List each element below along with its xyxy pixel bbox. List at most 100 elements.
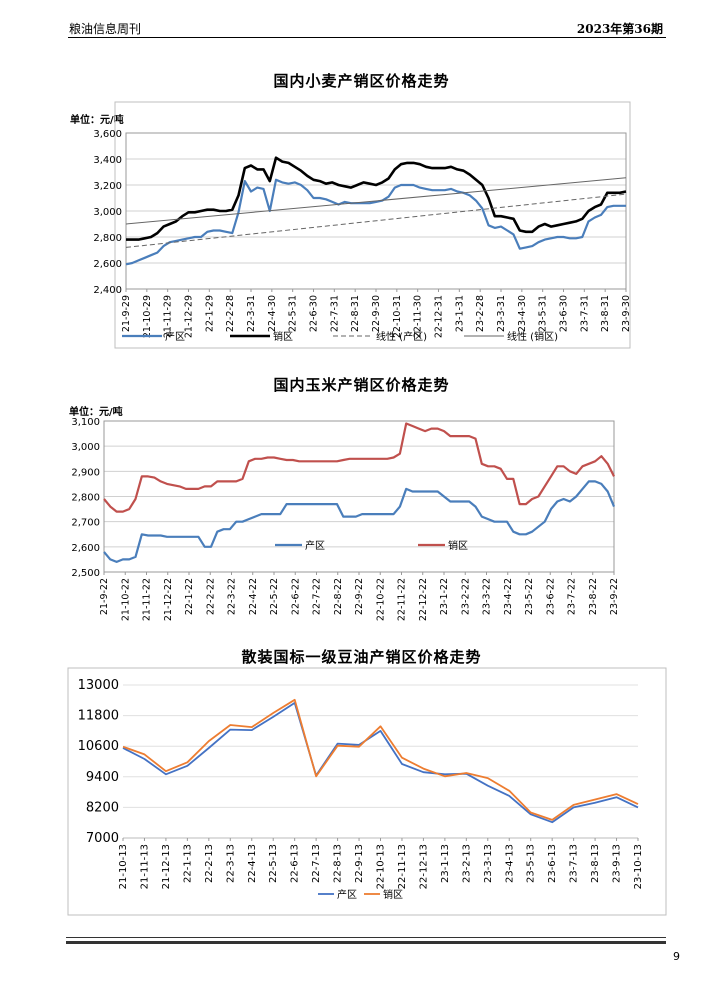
corn-x-tick-label: 21-9-22 bbox=[99, 578, 110, 615]
wheat-series-line-3 bbox=[125, 177, 627, 225]
wheat-series-line-2 bbox=[125, 193, 627, 248]
wheat-x-tick-label: 23-9-30 bbox=[621, 295, 632, 332]
soyoil-x-tick-label: 23-4-13 bbox=[504, 844, 515, 883]
corn-y-tick-label: 3,000 bbox=[71, 442, 100, 453]
soyoil-x-tick-label: 23-6-13 bbox=[547, 844, 558, 883]
corn-x-tick-label: 22-1-22 bbox=[184, 578, 195, 615]
soyoil-x-tick-label: 22-4-13 bbox=[247, 844, 258, 883]
soyoil-x-tick-label: 22-2-13 bbox=[204, 844, 215, 883]
corn-y-tick-label: 2,700 bbox=[71, 518, 100, 529]
wheat-legend-label-0: 产区 bbox=[165, 330, 185, 343]
soyoil-x-tick-label: 21-12-13 bbox=[161, 844, 172, 889]
wheat-y-tick-label: 3,600 bbox=[93, 129, 122, 140]
corn-x-tick-label: 21-11-22 bbox=[142, 578, 153, 621]
wheat-y-tick-label: 2,800 bbox=[93, 233, 122, 244]
soyoil-x-tick-label: 23-2-13 bbox=[461, 844, 472, 883]
soyoil-x-tick-label: 22-12-13 bbox=[418, 844, 429, 889]
soyoil-x-tick-label: 22-7-13 bbox=[311, 844, 322, 883]
corn-legend-label-0: 产区 bbox=[305, 539, 325, 552]
corn-chart-title: 国内玉米产销区价格走势 bbox=[273, 376, 450, 394]
corn-x-tick-label: 21-10-22 bbox=[120, 578, 131, 621]
soyoil-y-tick-label: 9400 bbox=[86, 770, 119, 785]
soyoil-legend-label-0: 产区 bbox=[337, 888, 357, 901]
wheat-x-tick-label: 23-1-31 bbox=[454, 295, 465, 332]
corn-x-tick-label: 22-4-22 bbox=[248, 578, 259, 615]
corn-legend-label-1: 销区 bbox=[448, 539, 468, 552]
soyoil-x-tick-label: 23-10-13 bbox=[633, 844, 644, 889]
corn-x-tick-label: 21-12-22 bbox=[163, 578, 174, 621]
wheat-x-tick-label: 23-6-30 bbox=[559, 295, 570, 332]
soyoil-chart-frame bbox=[67, 667, 667, 916]
corn-x-tick-label: 22-10-22 bbox=[375, 578, 386, 621]
corn-x-tick-label: 23-1-22 bbox=[439, 578, 450, 615]
wheat-x-tick-label: 23-2-28 bbox=[475, 295, 486, 332]
corn-x-tick-label: 23-7-22 bbox=[567, 578, 578, 615]
soyoil-x-tick-label: 22-8-13 bbox=[333, 844, 344, 883]
wheat-x-tick-label: 21-9-29 bbox=[121, 295, 132, 332]
wheat-x-tick-label: 23-3-31 bbox=[496, 295, 507, 332]
wheat-series-line-1 bbox=[126, 156, 627, 241]
corn-y-tick-label: 2,800 bbox=[71, 493, 100, 504]
wheat-y-tick-label: 2,400 bbox=[93, 285, 122, 296]
soyoil-legend-label-1: 销区 bbox=[383, 888, 403, 901]
wheat-x-tick-label: 22-11-30 bbox=[413, 295, 424, 338]
corn-x-tick-label: 22-7-22 bbox=[312, 578, 323, 615]
corn-y-tick-label: 2,500 bbox=[71, 568, 100, 579]
wheat-chart-frame bbox=[114, 101, 631, 349]
footer-rule-thick bbox=[66, 941, 666, 944]
corn-unit-label: 单位：元/吨 bbox=[69, 407, 123, 418]
wheat-x-tick-label: 21-11-29 bbox=[163, 295, 174, 338]
soyoil-y-tick-label: 7000 bbox=[86, 831, 119, 846]
soyoil-x-tick-label: 23-3-13 bbox=[483, 844, 494, 883]
wheat-x-tick-label: 21-10-29 bbox=[142, 295, 153, 338]
wheat-x-tick-label: 22-4-30 bbox=[267, 295, 278, 332]
header-divider bbox=[68, 37, 666, 38]
wheat-x-tick-label: 22-12-31 bbox=[434, 295, 445, 338]
soyoil-x-tick-label: 22-3-13 bbox=[225, 844, 236, 883]
soyoil-series-line-1 bbox=[122, 698, 639, 821]
soyoil-x-tick-label: 23-9-13 bbox=[612, 844, 623, 883]
wheat-legend-label-3: 线性 (销区) bbox=[507, 330, 558, 343]
corn-x-tick-label: 22-9-22 bbox=[354, 578, 365, 615]
soyoil-x-tick-label: 22-5-13 bbox=[268, 844, 279, 883]
wheat-x-tick-label: 22-3-31 bbox=[246, 295, 257, 332]
wheat-x-tick-label: 22-9-30 bbox=[371, 295, 382, 332]
corn-x-tick-label: 23-8-22 bbox=[588, 578, 599, 615]
soyoil-y-tick-label: 13000 bbox=[78, 678, 119, 693]
soyoil-x-tick-label: 23-1-13 bbox=[440, 844, 451, 883]
wheat-y-tick-label: 3,000 bbox=[93, 207, 122, 218]
wheat-x-tick-label: 22-5-31 bbox=[288, 295, 299, 332]
soyoil-x-tick-label: 22-6-13 bbox=[290, 844, 301, 883]
wheat-x-tick-label: 22-8-31 bbox=[350, 295, 361, 332]
soyoil-x-tick-label: 23-8-13 bbox=[590, 844, 601, 883]
corn-x-tick-label: 23-6-22 bbox=[545, 578, 556, 615]
corn-x-tick-label: 22-5-22 bbox=[269, 578, 280, 615]
soyoil-x-tick-label: 22-11-13 bbox=[397, 844, 408, 889]
wheat-y-tick-label: 3,200 bbox=[93, 181, 122, 192]
corn-x-tick-label: 23-4-22 bbox=[503, 578, 514, 615]
soyoil-y-tick-label: 10600 bbox=[78, 739, 119, 754]
wheat-chart-title: 国内小麦产销区价格走势 bbox=[273, 72, 450, 90]
corn-x-tick-label: 22-3-22 bbox=[227, 578, 238, 615]
corn-y-tick-label: 3,100 bbox=[71, 417, 100, 428]
wheat-x-tick-label: 23-8-31 bbox=[600, 295, 611, 332]
soyoil-x-tick-label: 23-5-13 bbox=[526, 844, 537, 883]
wheat-x-tick-label: 21-12-29 bbox=[184, 295, 195, 338]
header-publication-name: 粮油信息周刊 bbox=[69, 22, 142, 36]
corn-x-tick-label: 22-6-22 bbox=[290, 578, 301, 615]
soyoil-x-tick-label: 21-10-13 bbox=[118, 844, 129, 889]
wheat-x-tick-label: 23-7-31 bbox=[579, 295, 590, 332]
corn-y-tick-label: 2,600 bbox=[71, 543, 100, 554]
soyoil-x-tick-label: 23-7-13 bbox=[569, 844, 580, 883]
footer-rule-thin bbox=[66, 937, 666, 938]
header-issue-number: 2023年第36期 bbox=[576, 22, 663, 36]
wheat-y-tick-label: 2,600 bbox=[93, 259, 122, 270]
wheat-x-tick-label: 22-1-29 bbox=[204, 295, 215, 332]
corn-series-line-1 bbox=[103, 422, 615, 513]
soyoil-y-tick-label: 11800 bbox=[78, 709, 119, 724]
wheat-x-tick-label: 22-2-28 bbox=[225, 295, 236, 332]
wheat-x-tick-label: 23-4-30 bbox=[517, 295, 528, 332]
soyoil-chart-title: 散装国标一级豆油产销区价格走势 bbox=[241, 648, 482, 666]
wheat-legend-label-2: 线性 (产区) bbox=[376, 330, 427, 343]
